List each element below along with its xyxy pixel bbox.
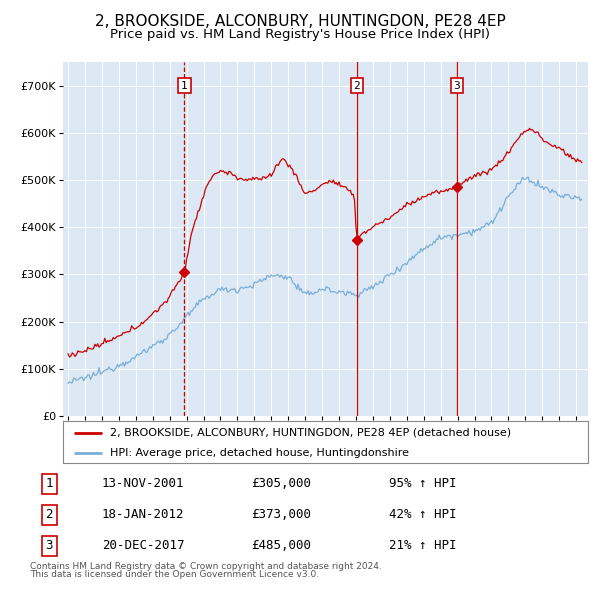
Text: This data is licensed under the Open Government Licence v3.0.: This data is licensed under the Open Gov…	[30, 571, 319, 579]
Text: 3: 3	[454, 81, 460, 90]
Text: 1: 1	[181, 81, 188, 90]
Text: 2, BROOKSIDE, ALCONBURY, HUNTINGDON, PE28 4EP: 2, BROOKSIDE, ALCONBURY, HUNTINGDON, PE2…	[95, 14, 505, 30]
Text: 18-JAN-2012: 18-JAN-2012	[102, 508, 184, 522]
Text: 21% ↑ HPI: 21% ↑ HPI	[389, 539, 457, 552]
Text: £485,000: £485,000	[251, 539, 311, 552]
Text: 2, BROOKSIDE, ALCONBURY, HUNTINGDON, PE28 4EP (detached house): 2, BROOKSIDE, ALCONBURY, HUNTINGDON, PE2…	[110, 428, 511, 438]
Text: 2: 2	[46, 508, 53, 522]
Text: 2: 2	[353, 81, 360, 90]
Text: 1: 1	[46, 477, 53, 490]
Text: 13-NOV-2001: 13-NOV-2001	[102, 477, 184, 490]
Text: Price paid vs. HM Land Registry's House Price Index (HPI): Price paid vs. HM Land Registry's House …	[110, 28, 490, 41]
Text: 3: 3	[46, 539, 53, 552]
Text: £373,000: £373,000	[251, 508, 311, 522]
Text: £305,000: £305,000	[251, 477, 311, 490]
Text: HPI: Average price, detached house, Huntingdonshire: HPI: Average price, detached house, Hunt…	[110, 448, 409, 457]
Text: Contains HM Land Registry data © Crown copyright and database right 2024.: Contains HM Land Registry data © Crown c…	[30, 562, 382, 571]
Text: 42% ↑ HPI: 42% ↑ HPI	[389, 508, 457, 522]
Text: 95% ↑ HPI: 95% ↑ HPI	[389, 477, 457, 490]
Text: 20-DEC-2017: 20-DEC-2017	[102, 539, 184, 552]
